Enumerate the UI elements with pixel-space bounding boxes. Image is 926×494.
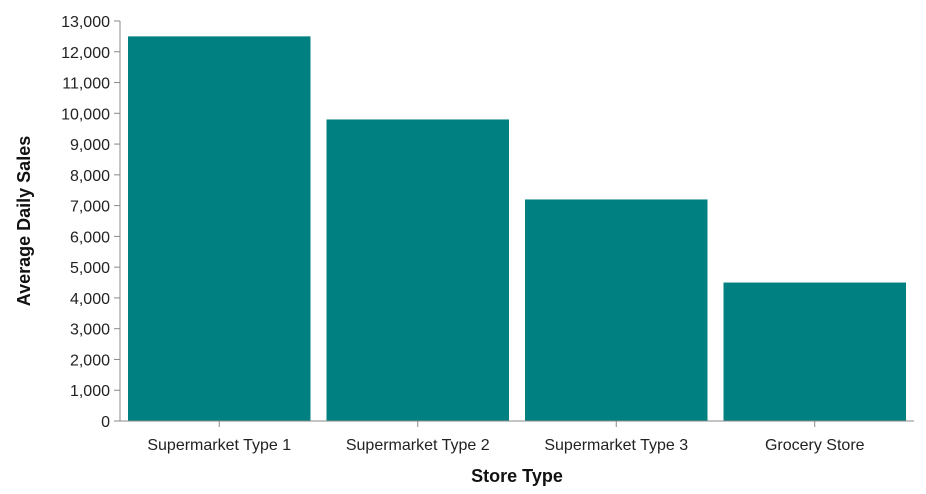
bar-3: [525, 199, 708, 421]
y-tick-label: 1,000: [70, 383, 110, 400]
x-tick-label: Supermarket Type 3: [544, 437, 688, 454]
x-tick-label: Supermarket Type 2: [346, 437, 490, 454]
bars-group: [128, 36, 906, 422]
y-tick-label: 6,000: [70, 229, 110, 246]
y-tick-label: 12,000: [61, 45, 110, 62]
bar-4: [723, 282, 906, 421]
bar-1: [128, 36, 311, 422]
x-tick-label: Supermarket Type 1: [147, 437, 291, 454]
y-tick-label: 11,000: [62, 76, 110, 93]
y-tick-label: 4,000: [70, 291, 110, 308]
y-tick-label: 7,000: [70, 199, 110, 216]
y-tick-label: 8,000: [70, 168, 110, 185]
y-tick-label: 3,000: [70, 322, 110, 339]
y-axis: 0 1,000 2,000 3,000 4,000 5,000 6,000 7,000 8,00…: [61, 14, 121, 431]
y-tick-label: 0: [101, 414, 110, 431]
bar-2: [326, 119, 509, 421]
x-axis: Supermarket Type 1 Supermarket Type 2 Supe…: [120, 420, 914, 454]
y-tick-label: 2,000: [70, 352, 110, 369]
x-tick-label: Grocery Store: [765, 437, 865, 454]
y-tick-label: 13,000: [61, 14, 110, 31]
y-tick-label: 9,000: [70, 137, 110, 154]
y-tick-label: 10,000: [61, 106, 110, 123]
y-tick-label: 5,000: [70, 260, 110, 277]
y-axis-title: Average Daily Sales: [14, 136, 34, 306]
x-axis-title: Store Type: [471, 466, 563, 486]
